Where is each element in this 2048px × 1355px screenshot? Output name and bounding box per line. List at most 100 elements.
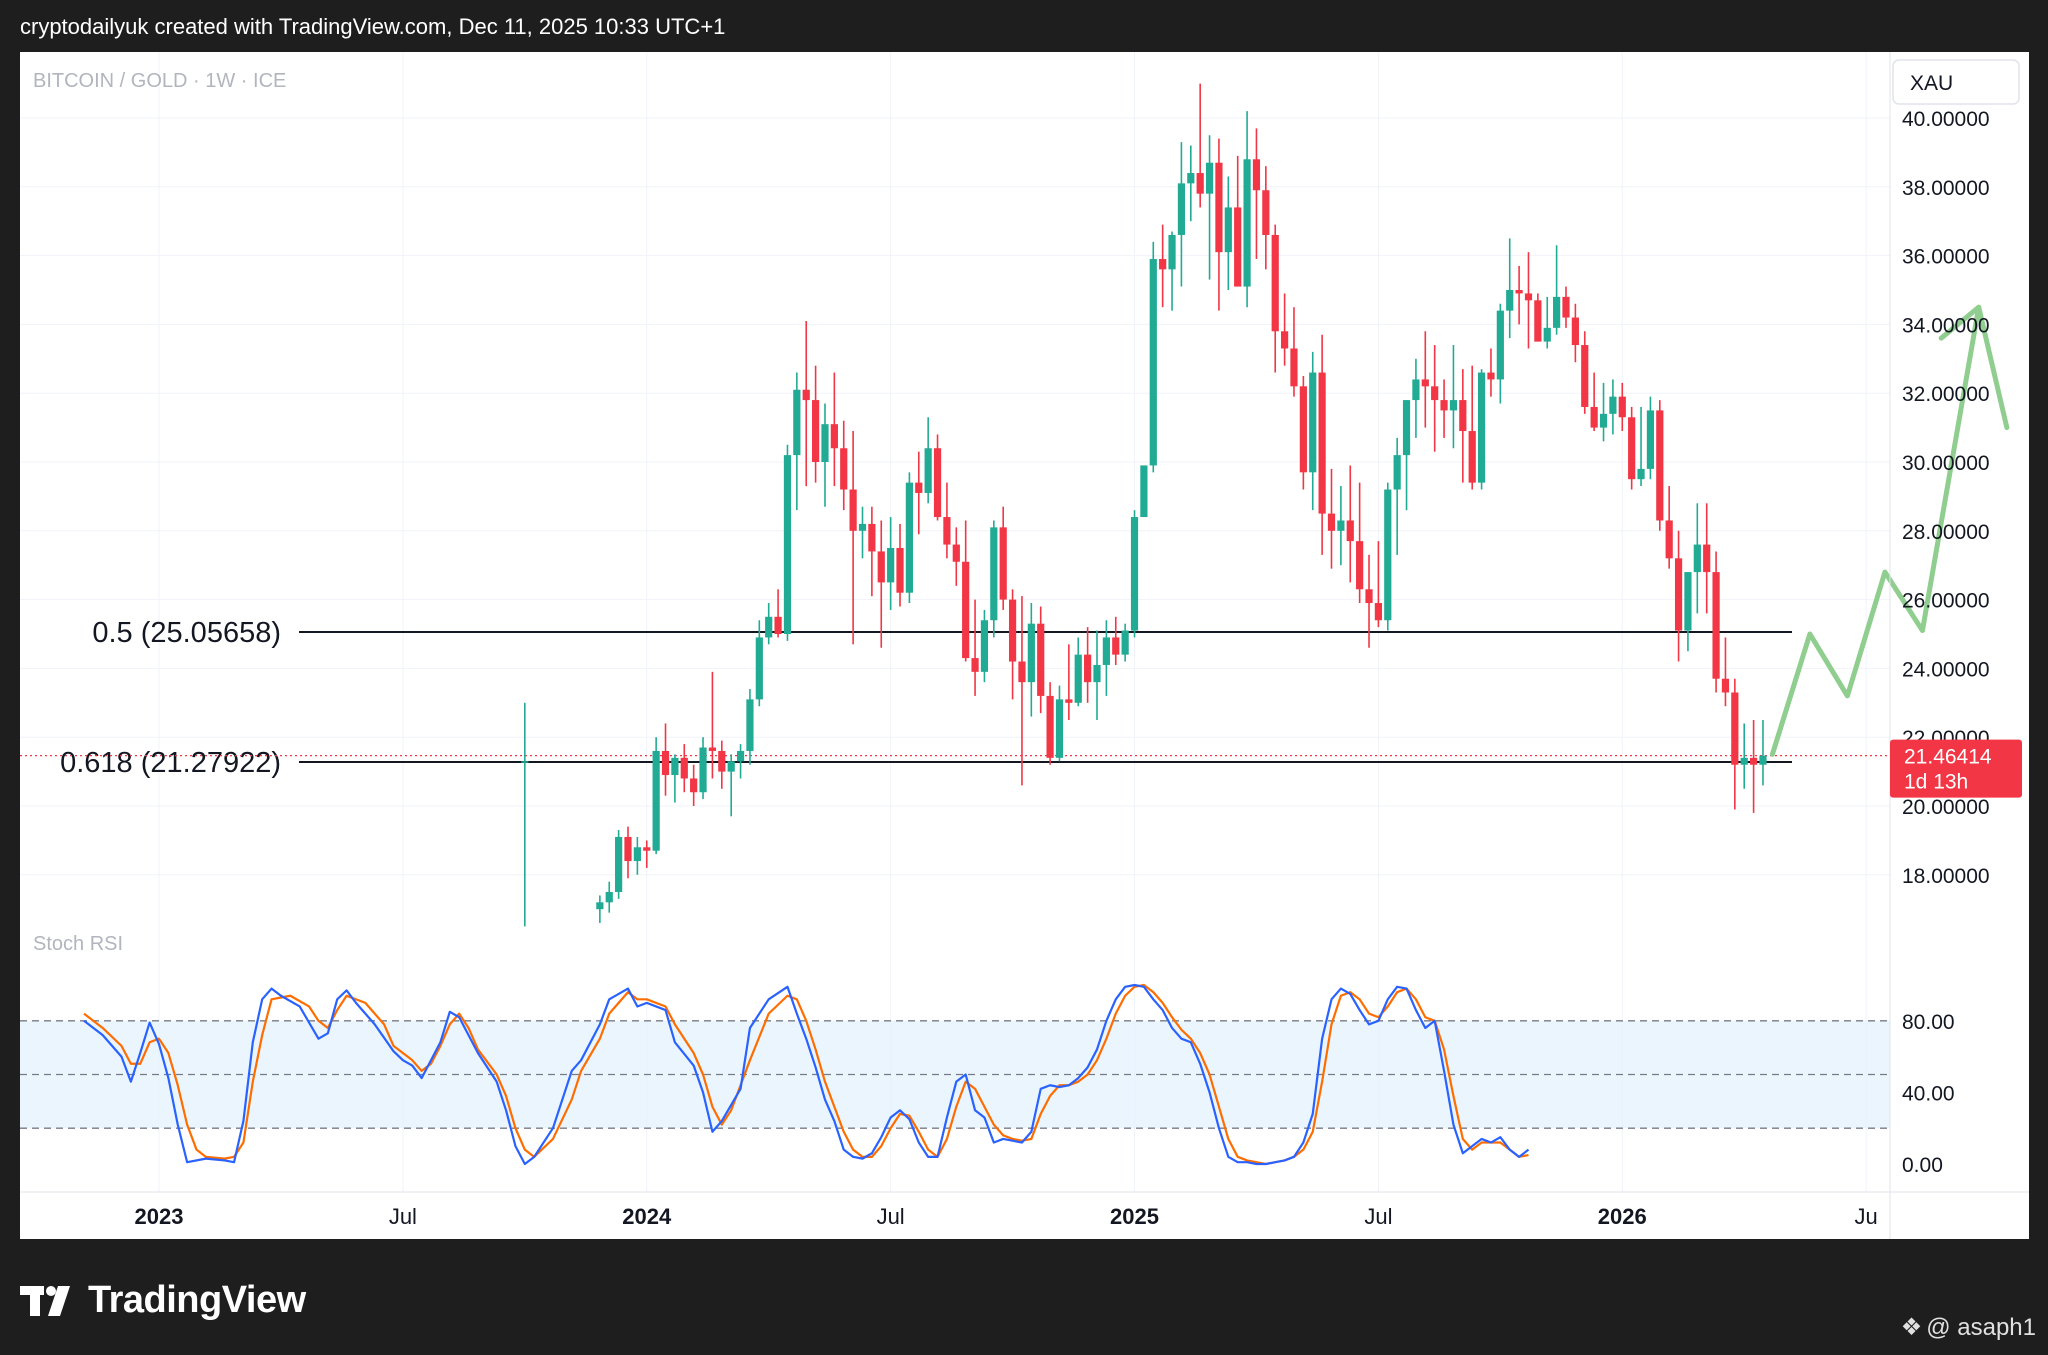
chart-svg[interactable]: 0.5 (25.05658)0.618 (21.27922) 18.000002…: [20, 52, 2029, 1239]
candle-body: [718, 750, 726, 772]
time-tick-label: 2024: [622, 1204, 672, 1229]
candle-body: [1721, 678, 1730, 693]
candle-body: [1027, 623, 1035, 683]
candle-body: [896, 548, 904, 593]
candle-body: [924, 448, 932, 493]
candle-body: [1440, 400, 1448, 411]
candle-body: [1468, 431, 1476, 483]
time-tick-label: 2025: [1110, 1204, 1159, 1229]
candle-body: [812, 400, 820, 462]
fib-label: 0.5 (25.05658): [92, 617, 281, 649]
candle-body: [802, 389, 810, 401]
candle-body: [1515, 290, 1523, 294]
candle-body: [596, 902, 604, 910]
candle-body: [1215, 162, 1223, 253]
stoch-d-line: [83, 983, 1529, 1166]
candle-body: [1665, 520, 1673, 559]
candle-body: [1393, 455, 1401, 490]
candle-body: [1356, 541, 1364, 590]
candle-body: [1618, 396, 1626, 418]
candle-body: [1402, 400, 1411, 456]
candle-body: [1140, 465, 1148, 518]
candle-body: [1299, 386, 1307, 473]
candle-body: [1487, 372, 1495, 380]
candle-body: [1337, 520, 1345, 531]
candle-body: [1102, 637, 1110, 665]
candle-body: [1506, 290, 1514, 311]
candle-body: [840, 448, 848, 490]
price-tick-label: 32.00000: [1902, 383, 1990, 406]
candle-body: [774, 616, 782, 634]
candle-body: [1018, 661, 1026, 683]
candle-body: [755, 637, 763, 700]
candle-body: [1196, 173, 1204, 194]
candle-body: [933, 448, 942, 518]
candle-body: [943, 517, 951, 545]
candle-body: [1712, 572, 1720, 679]
candle-body: [1112, 637, 1120, 655]
candle-body: [1093, 664, 1101, 683]
candle-body: [980, 620, 989, 672]
chart-title: BITCOIN / GOLD · 1W · ICE: [33, 70, 286, 92]
candle-body: [736, 750, 745, 762]
attribution-bar: cryptodailyuk created with TradingView.c…: [0, 0, 2048, 52]
candle-body: [1309, 372, 1317, 473]
price-tick-label: 34.00000: [1902, 314, 1990, 337]
candle-body: [1037, 623, 1045, 696]
candle-body: [1534, 300, 1542, 342]
candle-body: [1581, 345, 1589, 407]
candle-body: [1609, 396, 1617, 414]
candle-body: [915, 482, 923, 493]
axes: 18.0000020.0000022.0000024.0000026.00000…: [20, 52, 2029, 1239]
time-tick-label: Ju: [1855, 1204, 1878, 1229]
candle-body: [887, 548, 895, 583]
candle-body: [690, 778, 698, 793]
tradingview-logo-icon: [20, 1285, 70, 1316]
candle-body: [877, 551, 885, 583]
candle-body: [1346, 520, 1354, 542]
candle-body: [1684, 572, 1692, 631]
candle-body: [905, 482, 913, 593]
projection-arrowhead: [1938, 304, 2010, 431]
candle-body: [1449, 400, 1458, 411]
candle-body: [849, 489, 857, 531]
candle-body: [1281, 331, 1289, 349]
candle-body: [1477, 372, 1486, 483]
candle-body: [605, 892, 613, 903]
candle-body: [1205, 162, 1214, 194]
candle-body: [783, 455, 792, 634]
candle-body: [1459, 400, 1467, 432]
candle-body: [1693, 544, 1701, 573]
tradingview-logo[interactable]: TradingView: [20, 1279, 306, 1322]
price-tick-label: 38.00000: [1902, 177, 1990, 200]
binance-icon: ❖: [1900, 1314, 1923, 1341]
candle-body: [1008, 599, 1017, 662]
stoch-tick-label: 80.00: [1902, 1011, 1955, 1034]
candle-body: [746, 699, 754, 751]
candle-body: [680, 757, 688, 779]
candle-body: [671, 757, 679, 776]
candle-body: [793, 389, 801, 456]
currency-button[interactable]: XAU: [1892, 59, 2020, 105]
stoch-tick-label: 0.00: [1902, 1154, 1943, 1177]
candle-body: [1374, 603, 1382, 621]
candle-body: [830, 424, 838, 449]
candle-body: [1590, 406, 1598, 428]
candle-body: [1084, 654, 1092, 683]
last-price-tag: [1890, 739, 2022, 798]
candle-body: [1628, 417, 1636, 480]
candle-body: [1412, 379, 1420, 401]
candle-body: [643, 847, 651, 851]
projection-arrow: [1769, 304, 2010, 757]
chart-frame[interactable]: 0.5 (25.05658) 0.618 (21.27922) 18.00000 2…: [20, 52, 2029, 1239]
time-tick-label: 2023: [135, 1204, 184, 1229]
candle-body: [1318, 372, 1326, 514]
stoch-k-line: [83, 983, 1530, 1166]
candle-body: [1243, 159, 1251, 287]
footer-bar: TradingView ❖ @ asaph1: [0, 1239, 2048, 1355]
candle-body: [1327, 513, 1336, 531]
author-handle-text: @ asaph1: [1926, 1313, 2036, 1341]
price-tick-label: 24.00000: [1902, 658, 1990, 681]
price-tick-label: 36.00000: [1902, 246, 1990, 269]
last-price-value: 21.46414: [1904, 746, 1992, 769]
